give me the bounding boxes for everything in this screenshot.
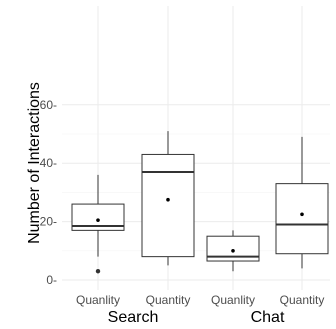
group-labels: Search Chat [108, 309, 285, 326]
box-3 [275, 136, 329, 269]
box-0 [71, 174, 125, 274]
box-1 [141, 131, 195, 266]
group-label-1: Chat [251, 309, 285, 326]
y-axis-title: Number of Interactions [26, 82, 43, 244]
group-label-0: Search [108, 309, 159, 326]
box-body-3 [275, 183, 329, 255]
x-tick-label-3: Quantity [280, 293, 325, 307]
y-tick-label-0: 0- [46, 273, 57, 287]
y-tick-label-1: 20- [40, 215, 57, 229]
box-body-1 [141, 153, 195, 258]
mean-point-2 [231, 249, 235, 253]
x-tick-label-2: Quanlity [211, 293, 255, 307]
x-tick-label-0: Quanlity [76, 293, 120, 307]
box-2 [206, 230, 260, 272]
x-tick-label-1: Quantity [146, 293, 191, 307]
outlier-point-0-0 [95, 269, 101, 274]
boxes [71, 131, 329, 274]
mean-point-0 [96, 218, 100, 222]
y-tick-label-3: 60- [40, 98, 57, 112]
y-axis-ticks: 0- 20- 40- 60- [40, 98, 57, 287]
mean-point-3 [300, 212, 304, 217]
x-axis-labels: Quanlity Quantity Quanlity Quantity [76, 293, 324, 307]
y-tick-label-2: 40- [40, 156, 57, 170]
mean-point-1 [166, 197, 170, 202]
